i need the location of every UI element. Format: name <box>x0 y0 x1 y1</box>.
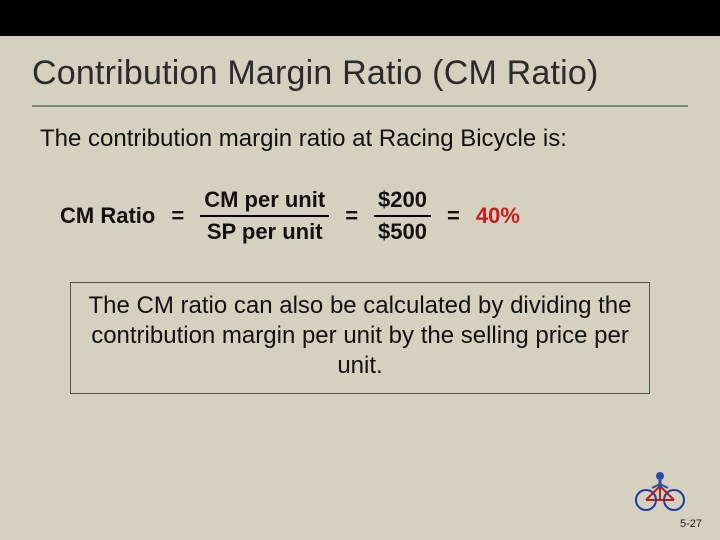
equals-sign-2: = <box>341 203 362 229</box>
fraction-denominator: SP per unit <box>203 217 327 245</box>
equals-sign-1: = <box>167 203 188 229</box>
equals-sign-3: = <box>443 203 464 229</box>
lead-text: The contribution margin ratio at Racing … <box>0 107 720 153</box>
title-container: Contribution Margin Ratio (CM Ratio) <box>0 36 720 99</box>
cyclist-icon <box>632 464 688 512</box>
equation-result: 40% <box>476 203 520 229</box>
fraction-value-denominator: $500 <box>374 217 431 245</box>
note-box: The CM ratio can also be calculated by d… <box>70 282 650 394</box>
fraction-formula: CM per unit SP per unit <box>200 187 329 246</box>
page-title: Contribution Margin Ratio (CM Ratio) <box>32 54 688 93</box>
slide-number: 5-27 <box>680 518 702 530</box>
top-bar <box>0 0 720 36</box>
fraction-values: $200 $500 <box>374 187 431 246</box>
fraction-value-numerator: $200 <box>374 187 431 215</box>
equation-row: CM Ratio = CM per unit SP per unit = $20… <box>0 153 720 246</box>
equation-lhs: CM Ratio <box>60 203 155 229</box>
fraction-numerator: CM per unit <box>200 187 329 215</box>
